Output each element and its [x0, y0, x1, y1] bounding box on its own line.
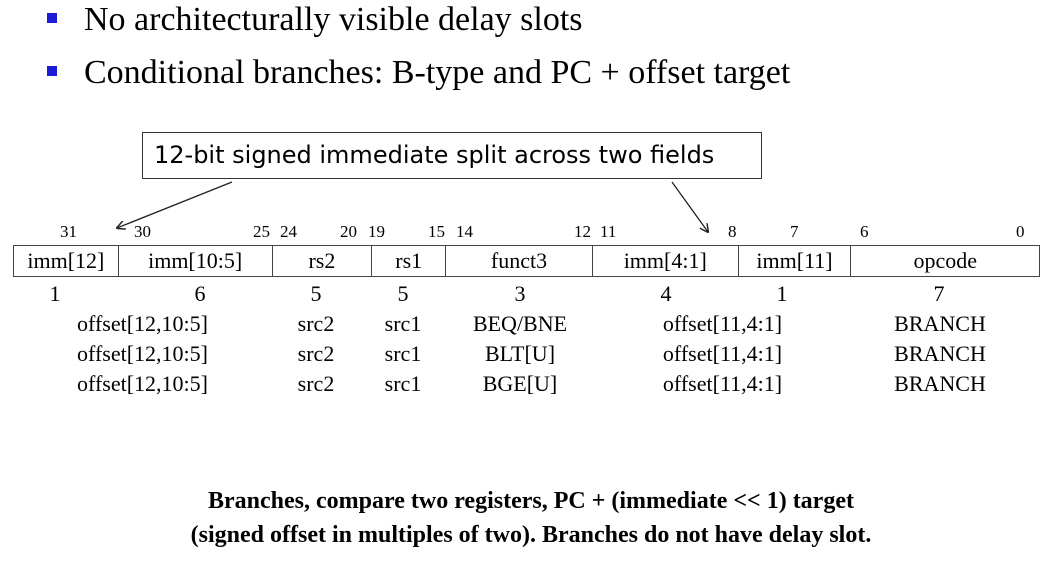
- row-rs1: src1: [384, 311, 422, 336]
- arrow-to-bit8: [671, 181, 708, 232]
- field-width: 6: [194, 281, 206, 306]
- field-imm4-1: imm[4:1]: [593, 246, 739, 276]
- row-imm-hi: offset[12,10:5]: [77, 311, 208, 336]
- row-imm-lo: offset[11,4:1]: [662, 311, 783, 336]
- field-width: 7: [933, 281, 945, 306]
- caption-line-2: (signed offset in multiples of two). Bra…: [190, 522, 872, 548]
- bit-number: 8: [728, 222, 737, 241]
- arrow-to-bit31: [117, 181, 233, 228]
- instruction-format-fields: imm[12] imm[10:5] rs2 rs1 funct3 imm[4:1…: [13, 245, 1040, 277]
- bit-number: 0: [1016, 222, 1025, 241]
- field-rs2: rs2: [273, 246, 373, 276]
- bit-number: 24: [280, 222, 297, 241]
- field-width: 3: [514, 281, 526, 306]
- bit-number: 30: [134, 222, 151, 241]
- row-imm-hi: offset[12,10:5]: [77, 341, 208, 366]
- field-rs1: rs1: [372, 246, 447, 276]
- field-width: 4: [660, 281, 672, 306]
- field-imm11: imm[11]: [739, 246, 852, 276]
- row-rs1: src1: [384, 371, 422, 396]
- bullet-text: Conditional branches: B-type and PC + of…: [84, 54, 791, 91]
- bit-number: 19: [368, 222, 385, 241]
- row-funct3: BEQ/BNE: [472, 311, 568, 336]
- bullet-square-icon: [47, 13, 57, 23]
- bullet-text: No architecturally visible delay slots: [84, 1, 583, 38]
- bit-number: 14: [456, 222, 473, 241]
- row-rs2: src2: [297, 311, 335, 336]
- row-imm-lo: offset[11,4:1]: [662, 371, 783, 396]
- row-opcode: BRANCH: [894, 371, 986, 396]
- bit-number: 7: [790, 222, 799, 241]
- bit-number: 12: [574, 222, 591, 241]
- row-rs2: src2: [297, 341, 335, 366]
- row-rs1: src1: [384, 341, 422, 366]
- field-imm10-5: imm[10:5]: [119, 246, 273, 276]
- row-opcode: BRANCH: [894, 311, 986, 336]
- field-width: 1: [776, 281, 788, 306]
- field-imm12: imm[12]: [14, 246, 119, 276]
- row-funct3: BLT[U]: [484, 341, 556, 366]
- bullet-square-icon: [47, 66, 57, 76]
- row-funct3: BGE[U]: [482, 371, 558, 396]
- row-imm-hi: offset[12,10:5]: [77, 371, 208, 396]
- field-width: 5: [397, 281, 409, 306]
- immediate-callout-box: 12-bit signed immediate split across two…: [142, 132, 762, 179]
- field-width: 1: [49, 281, 61, 306]
- bit-number: 11: [600, 222, 617, 241]
- field-opcode: opcode: [913, 248, 977, 273]
- row-opcode: BRANCH: [894, 341, 986, 366]
- row-rs2: src2: [297, 371, 335, 396]
- field-funct3: funct3: [446, 246, 593, 276]
- bit-number: 31: [60, 222, 77, 241]
- bit-number: 20: [340, 222, 357, 241]
- bit-number: 6: [860, 222, 869, 241]
- bit-number: 15: [428, 222, 445, 241]
- bit-number: 25: [253, 222, 270, 241]
- field-width: 5: [310, 281, 322, 306]
- row-imm-lo: offset[11,4:1]: [662, 341, 783, 366]
- caption-line-1: Branches, compare two registers, PC + (i…: [208, 488, 854, 514]
